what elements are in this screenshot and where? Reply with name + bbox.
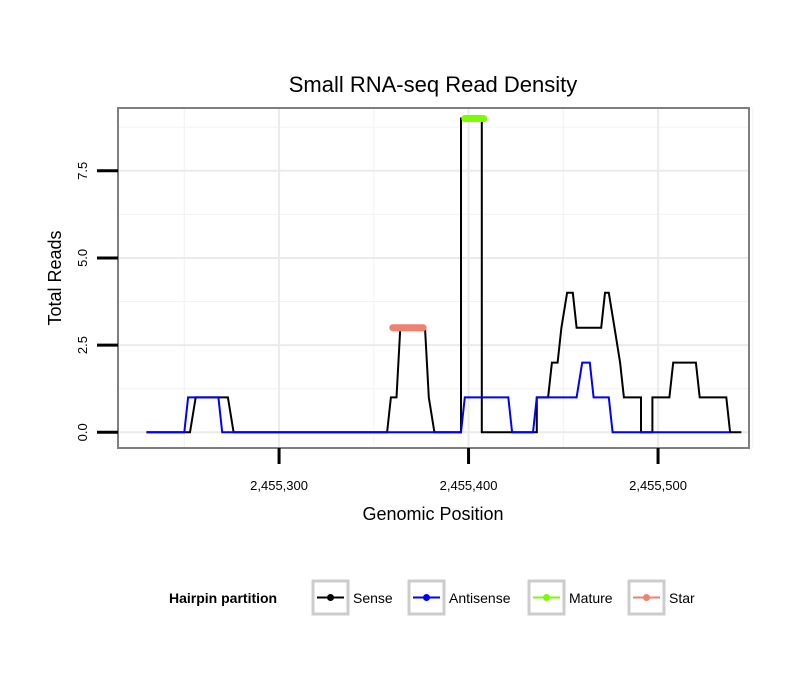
x-axis-title: Genomic Position <box>362 504 503 524</box>
legend-label-antisense: Antisense <box>449 590 511 606</box>
legend-label-star: Star <box>669 590 695 606</box>
y-axis-title: Total Reads <box>45 230 65 325</box>
legend-key-point <box>643 594 650 601</box>
legend-key-mature <box>527 579 566 616</box>
series-layer <box>146 115 742 434</box>
plot-panel <box>117 107 750 449</box>
y-tick-label: 0.0 <box>75 423 90 441</box>
series-antisense-line <box>146 361 731 434</box>
y-tick-label: 5.0 <box>75 249 90 267</box>
legend: Hairpin partition Sense Antisense Mature St… <box>169 579 695 616</box>
x-tick-label: 2,455,400 <box>440 478 498 493</box>
legend-label-mature: Mature <box>569 590 613 606</box>
x-tick-label: 2,455,300 <box>250 478 308 493</box>
legend-key-antisense <box>407 579 446 616</box>
grid-lines <box>118 108 754 448</box>
y-tick-label: 2.5 <box>75 336 90 354</box>
y-tick-label: 7.5 <box>75 162 90 180</box>
legend-key-star <box>627 579 666 616</box>
legend-title: Hairpin partition <box>169 590 277 606</box>
legend-key-sense <box>311 579 350 616</box>
legend-key-point <box>543 594 550 601</box>
x-tick-label: 2,455,500 <box>629 478 687 493</box>
y-axis: 0.0 2.5 5.0 7.5 <box>75 162 118 441</box>
x-axis: 2,455,300 2,455,400 2,455,500 <box>250 448 687 493</box>
legend-label-sense: Sense <box>353 590 393 606</box>
legend-key-point <box>423 594 430 601</box>
legend-key-point <box>327 594 334 601</box>
series-sense-line <box>146 117 742 434</box>
plot-panel-border <box>117 107 750 449</box>
chart-title: Small RNA-seq Read Density <box>289 72 578 97</box>
